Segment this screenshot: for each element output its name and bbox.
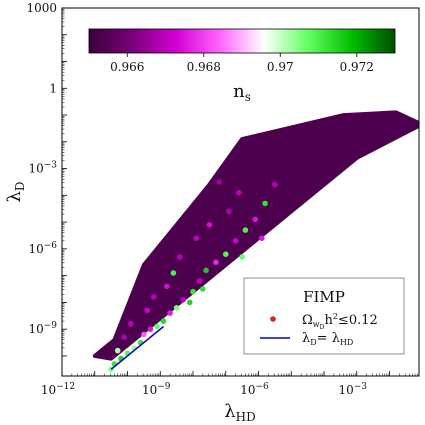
data-point <box>252 216 258 223</box>
colorbar-tick-label: 0.966 <box>110 60 144 74</box>
legend: FIMP ΩwDh2≤0.12 λD= λHD <box>243 277 405 355</box>
data-point <box>180 296 186 303</box>
data-point <box>160 318 167 324</box>
y-axis-label-main: λ <box>4 191 25 202</box>
data-point <box>206 222 213 228</box>
x-axis-label-sub: HD <box>236 410 256 424</box>
data-point <box>147 326 154 333</box>
legend-label-relic: ΩwDh2≤0.12 <box>302 312 378 331</box>
data-point <box>121 334 127 341</box>
data-point <box>150 294 157 300</box>
y-tick-label: 1 <box>49 81 57 95</box>
colorbar-tick-label: 0.972 <box>340 60 374 74</box>
colorbar-ticks: 0.966 0.968 0.97 0.972 <box>110 53 374 74</box>
data-point <box>170 270 177 276</box>
legend-title: FIMP <box>303 288 345 306</box>
x-tick-exponent: −12 <box>56 382 75 392</box>
x-tick-label: 10−12 <box>41 382 75 397</box>
data-point <box>154 323 160 330</box>
plot-frame <box>61 7 420 377</box>
y-tick-exponent: −9 <box>44 321 58 331</box>
y-tick-label: 10−9 <box>28 321 57 336</box>
data-point <box>203 267 209 274</box>
colorbar-label: ns <box>233 81 251 104</box>
y-tick-label: 10−6 <box>28 241 57 256</box>
legend-line-asub: D <box>310 338 316 347</box>
y-tick-label: 10−3 <box>28 161 57 176</box>
x-tick-base: 10 <box>41 383 56 397</box>
y-axis-label-sub: D <box>13 181 27 191</box>
x-tick-exponent: −9 <box>157 382 171 392</box>
data-point <box>200 286 206 292</box>
data-point <box>216 179 222 185</box>
data-point <box>167 310 173 316</box>
colorbar-label-main: n <box>233 81 245 102</box>
x-axis-label-main: λ <box>224 401 235 422</box>
data-point <box>236 189 242 196</box>
data-point <box>193 235 200 241</box>
legend-box <box>243 277 405 355</box>
equality-line <box>110 325 165 370</box>
data-point <box>114 347 121 354</box>
legend-label-line: λD= λHD <box>302 331 353 347</box>
data-point <box>242 227 249 233</box>
y-tick-base: 10 <box>28 242 43 256</box>
data-point <box>164 283 170 290</box>
data-point <box>272 181 278 188</box>
x-tick-label: 10−6 <box>240 382 269 397</box>
legend-relic-omega: Ω <box>302 313 313 328</box>
legend-relic-h: h <box>324 313 333 328</box>
x-tick-exponent: −6 <box>256 382 270 392</box>
data-point <box>262 200 268 207</box>
data-point <box>173 305 180 311</box>
x-axis-label: λHD <box>224 401 256 424</box>
data-point <box>259 235 265 241</box>
x-tick-base: 10 <box>142 383 157 397</box>
x-tick-label: 10−9 <box>142 382 171 397</box>
x-tick-base: 10 <box>240 383 255 397</box>
data-point <box>141 331 147 338</box>
data-point <box>186 299 193 306</box>
y-tick-label: 1000 <box>26 1 57 15</box>
data-point <box>177 254 183 260</box>
y-tick-base: 10 <box>28 162 43 176</box>
legend-relic-subsub: D <box>320 324 325 331</box>
y-tick-base: 10 <box>28 322 43 336</box>
data-point <box>223 251 229 257</box>
legend-relic-tail: ≤0.12 <box>338 313 378 328</box>
colorbar-label-sub: s <box>245 90 251 104</box>
legend-line-a: λ <box>302 331 310 346</box>
colorbar-tick-label: 0.97 <box>267 60 294 74</box>
data-point <box>128 321 134 327</box>
legend-relic-sup: 2 <box>333 312 338 321</box>
data-point <box>226 208 232 215</box>
x-axis-ticks: 10−12 10−9 10−6 10−3 <box>41 371 418 397</box>
x-tick-base: 10 <box>338 383 353 397</box>
data-point <box>213 259 219 266</box>
data-point <box>190 288 196 295</box>
x-tick-label: 10−3 <box>338 382 367 397</box>
legend-line-eq: = λ <box>317 331 340 346</box>
y-tick-exponent: −3 <box>44 161 58 171</box>
data-point <box>144 307 150 314</box>
colorbar-tick-label: 0.968 <box>187 60 221 74</box>
colorbar-gradient <box>88 28 396 54</box>
data-point <box>239 254 245 260</box>
legend-line-bsub: HD <box>340 338 353 347</box>
data-point <box>196 278 203 284</box>
legend-marker-relic <box>270 316 276 322</box>
equality-line-path <box>110 325 165 370</box>
x-tick-exponent: −3 <box>354 382 368 392</box>
legend-relic-sub: w <box>313 320 320 329</box>
data-point <box>232 238 239 244</box>
y-axis-label: λD <box>4 181 27 202</box>
y-tick-exponent: −6 <box>44 241 58 251</box>
colorbar: 0.966 0.968 0.97 0.972 ns <box>88 28 396 104</box>
